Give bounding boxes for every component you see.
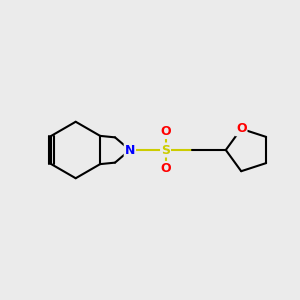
Text: N: N [125, 143, 135, 157]
Text: S: S [161, 143, 170, 157]
Text: O: O [160, 162, 171, 175]
Text: O: O [236, 122, 247, 135]
Text: O: O [160, 125, 171, 138]
